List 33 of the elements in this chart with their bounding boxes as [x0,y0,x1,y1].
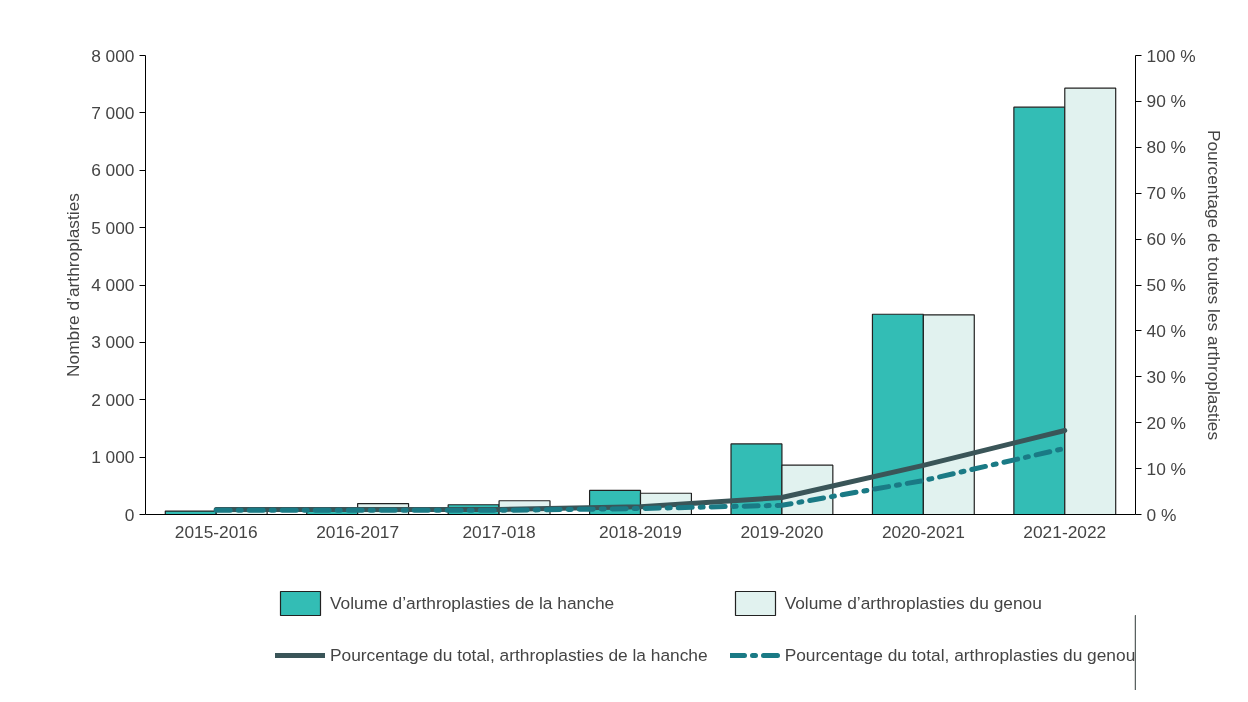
y2-tick-label: 50 % [1146,275,1186,295]
legend-label: Pourcentage du total, arthroplasties de la hanche [330,644,708,666]
legend-label: Pourcentage du total, arthroplasties du genou [784,644,1136,666]
y2-tick-label: 70 % [1146,183,1186,204]
legend-label: Volume d’arthroplasties du genou [784,592,1043,614]
y-axis-title: Nombre d’arthroplasties [63,192,84,377]
x-tick-label: 2021-2022 [1023,521,1107,542]
y-tick-label: 1 000 [91,447,135,468]
y2-tick-label: 100 % [1146,45,1196,66]
x-tick-label: 2018-2019 [599,521,682,542]
y-tick-label: 2 000 [91,389,135,410]
y2-tick-label: 90 % [1146,91,1186,112]
legend-label: Volume d’arthroplasties de la hanche [330,592,616,614]
x-tick-label: 2017-018 [462,521,536,542]
y-tick-label: 3 000 [91,332,135,353]
y-tick-label: 0 [124,504,135,525]
x-tick-label: 2019-2020 [740,521,824,542]
y2-tick-label: 20 % [1146,412,1186,433]
x-tick-label: 2015-2016 [174,521,258,542]
y2-tick-label: 30 % [1146,366,1186,387]
x-tick-label: 2016-2017 [316,521,400,542]
y2-tick-label: 60 % [1146,229,1186,250]
y2-tick-label: 40 % [1146,320,1186,341]
y-tick-label: 7 000 [91,102,135,123]
y2-tick-label: 10 % [1146,458,1186,479]
y2-tick-label: 0 % [1146,504,1177,525]
y-tick-label: 8 000 [91,45,135,66]
y-tick-label: 4 000 [91,275,135,295]
x-tick-label: 2020-2021 [881,521,965,542]
y2-tick-label: 80 % [1146,137,1186,158]
y-tick-label: 5 000 [91,217,135,238]
y-tick-label: 6 000 [91,160,135,181]
y2-axis-title: Pourcentage de toutes les arthroplasties [1203,129,1224,441]
